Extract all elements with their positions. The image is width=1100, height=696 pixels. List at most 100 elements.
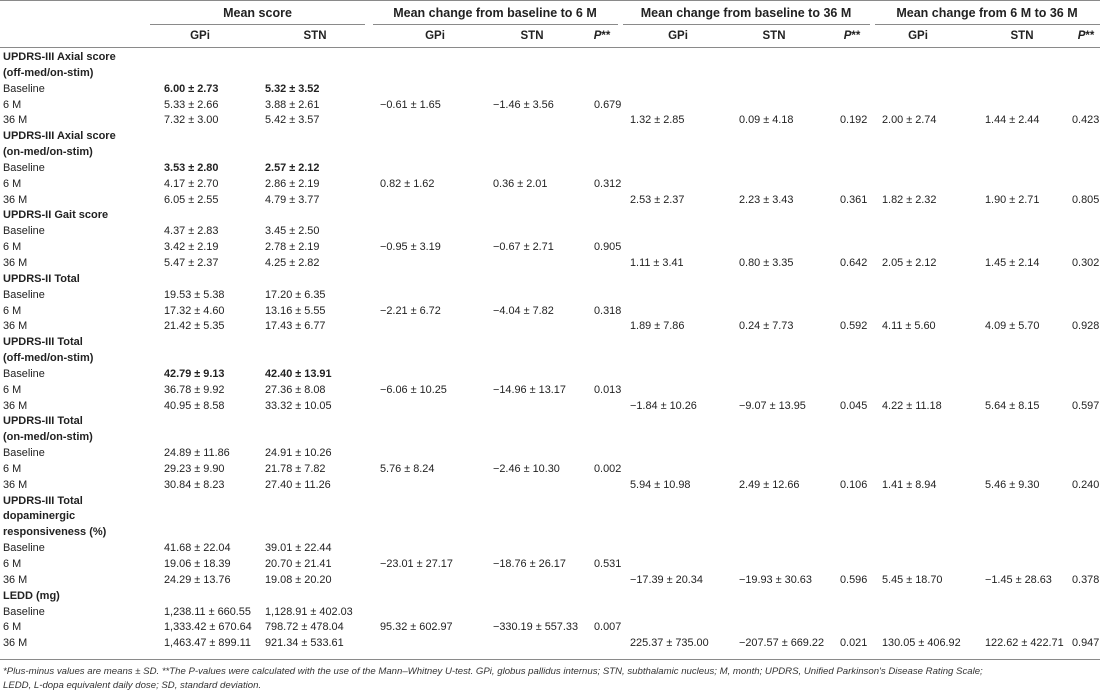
table-row: Baseline 41.68 ± 22.04 39.01 ± 22.44 [0,541,1100,557]
cell-stn-change-6m: −18.76 ± 26.17 [493,558,566,570]
subheader-gpi-36m: GPi [668,30,688,42]
cell-p-36m: 0.642 [840,256,868,269]
subheader-stn-mean: STN [303,30,327,42]
cell-gpi-mean: 5.33 ± 2.66 [164,98,219,111]
subheader-gpi-mean: GPi [190,30,210,42]
cell-p-6m: 0.007 [594,621,622,634]
cell-gpi-mean: 17.32 ± 4.60 [164,304,225,317]
cell-stn-change-6m-36m: 5.46 ± 9.30 [985,478,1040,491]
cell-p-6m: 0.905 [594,241,622,254]
cell-gpi-change-36m: 225.37 ± 735.00 [630,637,709,650]
row-label: Baseline [3,605,45,618]
subheader-gpi-6m: GPi [425,30,445,42]
cell-gpi-mean: 21.42 ± 5.35 [164,320,225,333]
cell-stn-change-6m-36m: −1.45 ± 28.63 [985,573,1052,586]
cell-stn-mean: 3.88 ± 2.61 [265,98,320,111]
section-label: LEDD (mg) [3,589,60,602]
subheader-p-6m-36m: P** [1077,30,1095,42]
cell-stn-change-6m-36m: 1.45 ± 2.14 [985,256,1040,269]
section-label-row: (on-med/on-stim) [0,145,1100,161]
cell-gpi-change-6m-36m: 4.22 ± 11.18 [882,399,942,412]
row-label: 6 M [3,462,22,475]
cell-p-6m-36m: 0.240 [1072,478,1100,491]
cell-stn-change-6m: −330.19 ± 557.33 [493,621,579,634]
cell-stn-change-36m: 2.23 ± 3.43 [739,193,794,206]
section-label: UPDRS-III Axial score [3,51,116,63]
cell-stn-change-6m: −14.96 ± 13.17 [493,383,566,396]
cell-stn-mean: 21.78 ± 7.82 [265,462,326,475]
cell-stn-mean: 20.70 ± 21.41 [265,558,332,570]
section-label-row: UPDRS-III Total [0,414,1100,430]
cell-p-6m-36m: 0.302 [1072,256,1100,269]
cell-stn-mean: 13.16 ± 5.55 [265,304,326,317]
section-label: (on-med/on-stim) [3,431,93,444]
cell-stn-mean: 5.32 ± 3.52 [265,82,320,95]
table-row: Baseline 3.53 ± 2.80 2.57 ± 2.12 [0,161,1100,177]
cell-stn-change-36m: 0.80 ± 3.35 [739,256,794,269]
cell-gpi-mean: 1,238.11 ± 660.55 [164,605,251,618]
section-label-row: UPDRS-III Total [0,335,1100,351]
cell-stn-mean: 17.43 ± 6.77 [265,320,326,333]
cell-gpi-mean: 42.79 ± 9.13 [164,367,225,380]
header-change-baseline-6m: Mean change from baseline to 6 M [393,6,597,20]
section-label-row: UPDRS-III Axial score [0,50,1100,66]
cell-gpi-mean: 1,463.47 ± 899.11 [164,637,251,650]
cell-stn-mean: 798.72 ± 478.04 [265,621,344,634]
cell-stn-mean: 27.36 ± 8.08 [265,383,326,396]
section-label-row: LEDD (mg) [0,589,1100,605]
cell-stn-change-6m-36m: 5.64 ± 8.15 [985,399,1040,412]
table-row: 6 M 1,333.42 ± 670.64 798.72 ± 478.04 95.32… [0,620,1100,636]
cell-p-6m: 0.679 [594,98,622,111]
table-row: 6 M 4.17 ± 2.70 2.86 ± 2.19 0.82 ± 1.62 0.36… [0,177,1100,193]
section-label: UPDRS-III Axial score [3,130,116,143]
cell-p-6m-36m: 0.947 [1072,637,1100,650]
cell-gpi-change-6m-36m: 1.41 ± 8.94 [882,478,937,491]
cell-stn-change-36m: 2.49 ± 12.66 [739,478,800,491]
cell-stn-mean: 39.01 ± 22.44 [265,542,332,555]
cell-gpi-change-36m: −17.39 ± 20.34 [630,573,703,586]
table-row: 6 M 19.06 ± 18.39 20.70 ± 21.41 −23.01 ± 27… [0,557,1100,573]
section-label-row: (off-med/on-stim) [0,66,1100,82]
cell-stn-mean: 2.57 ± 2.12 [265,161,320,174]
row-label: Baseline [3,82,45,95]
header-change-6m-36m: Mean change from 6 M to 36 M [896,6,1078,20]
section-label: (off-med/on-stim) [3,352,94,365]
table-row: 36 M 6.05 ± 2.55 4.79 ± 3.77 2.53 ± 2.37 2.2… [0,193,1100,209]
cell-stn-change-6m-36m: 122.62 ± 422.71 [985,637,1064,650]
table-row: Baseline 42.79 ± 9.13 42.40 ± 13.91 [0,367,1100,383]
table-row: 36 M 40.95 ± 8.58 33.32 ± 10.05 −1.84 ± 10.… [0,399,1100,415]
cell-stn-change-36m: −19.93 ± 30.63 [739,573,812,586]
cell-gpi-change-6m: 95.32 ± 602.97 [380,621,453,634]
cell-p-6m-36m: 0.597 [1072,399,1100,412]
cell-gpi-mean: 4.17 ± 2.70 [164,177,219,190]
row-label: 36 M [3,478,28,491]
group-underline-6m [373,24,618,25]
cell-p-6m-36m: 0.378 [1072,573,1100,586]
cell-stn-mean: 2.78 ± 2.19 [265,241,320,254]
cell-gpi-change-6m: −0.61 ± 1.65 [380,98,441,111]
cell-p-6m-36m: 0.423 [1072,114,1100,127]
cell-p-6m: 0.318 [594,304,622,317]
section-label-row: responsiveness (%) [0,525,1100,541]
section-label: UPDRS-III Total [3,494,83,507]
row-label: Baseline [3,225,45,238]
row-label: 6 M [3,98,22,111]
section-label-row: (on-med/on-stim) [0,430,1100,446]
section-label: UPDRS-III Total [3,415,83,428]
row-label: 36 M [3,399,28,412]
row-label: 6 M [3,383,22,396]
cell-stn-change-36m: −9.07 ± 13.95 [739,399,806,412]
cell-gpi-mean: 40.95 ± 8.58 [164,399,225,412]
cell-gpi-change-36m: −1.84 ± 10.26 [630,399,697,412]
section-label: UPDRS-II Total [3,272,80,285]
cell-gpi-change-36m: 2.53 ± 2.37 [630,193,685,206]
cell-stn-mean: 3.45 ± 2.50 [265,225,320,238]
section-label-row: UPDRS-II Gait score [0,208,1100,224]
table-row: 6 M 5.33 ± 2.66 3.88 ± 2.61 −0.61 ± 1.65 −1.… [0,98,1100,114]
cell-gpi-change-6m: 5.76 ± 8.24 [380,462,435,475]
section-label: (off-med/on-stim) [3,66,94,79]
table-row: 6 M 29.23 ± 9.90 21.78 ± 7.82 5.76 ± 8.24 −2… [0,462,1100,478]
header-change-baseline-36m: Mean change from baseline to 36 M [640,6,852,20]
table-body: UPDRS-III Axial score (off-med/on-stim) Ba… [0,50,1100,652]
cell-gpi-change-6m-36m: 4.11 ± 5.60 [882,320,936,333]
